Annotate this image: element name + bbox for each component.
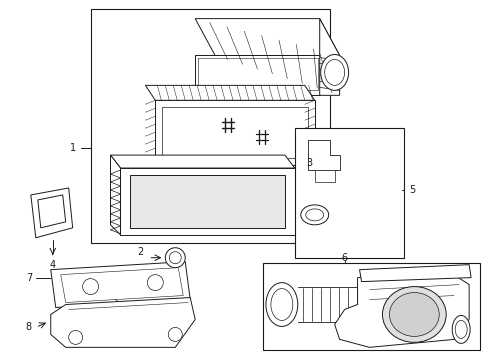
Polygon shape [51, 262, 190, 307]
Ellipse shape [388, 293, 438, 336]
Polygon shape [110, 155, 294, 168]
Text: 6: 6 [341, 253, 347, 263]
Polygon shape [51, 298, 195, 347]
Ellipse shape [454, 320, 466, 338]
Polygon shape [120, 168, 294, 235]
Ellipse shape [270, 289, 292, 320]
Text: 4: 4 [50, 260, 56, 270]
Bar [90, 9, 329, 243]
Bar [162, 107, 307, 158]
Ellipse shape [265, 283, 297, 327]
Ellipse shape [82, 279, 99, 294]
Polygon shape [314, 170, 334, 182]
Polygon shape [38, 195, 65, 228]
Ellipse shape [68, 330, 82, 345]
Ellipse shape [382, 287, 446, 342]
Polygon shape [359, 265, 470, 282]
Bar [294, 128, 404, 258]
Polygon shape [195, 19, 339, 55]
Polygon shape [130, 175, 285, 228]
Ellipse shape [300, 205, 328, 225]
Bar [263, 263, 479, 350]
Ellipse shape [165, 248, 185, 268]
Ellipse shape [305, 209, 323, 221]
Ellipse shape [320, 54, 348, 90]
Polygon shape [195, 55, 319, 95]
Polygon shape [61, 268, 183, 302]
Text: 5: 5 [408, 185, 415, 195]
Polygon shape [334, 272, 468, 347]
Ellipse shape [169, 252, 181, 264]
Polygon shape [31, 188, 73, 238]
Text: 1: 1 [69, 143, 76, 153]
Text: 8: 8 [26, 323, 32, 332]
Polygon shape [110, 155, 120, 235]
Polygon shape [307, 140, 339, 170]
Polygon shape [319, 19, 339, 95]
Ellipse shape [324, 59, 344, 85]
Text: 7: 7 [26, 273, 32, 283]
Ellipse shape [168, 328, 182, 341]
Polygon shape [145, 85, 314, 100]
Ellipse shape [147, 275, 163, 291]
Polygon shape [155, 100, 314, 165]
Text: 3: 3 [306, 158, 312, 168]
Text: 2: 2 [137, 247, 143, 257]
Ellipse shape [451, 315, 469, 343]
